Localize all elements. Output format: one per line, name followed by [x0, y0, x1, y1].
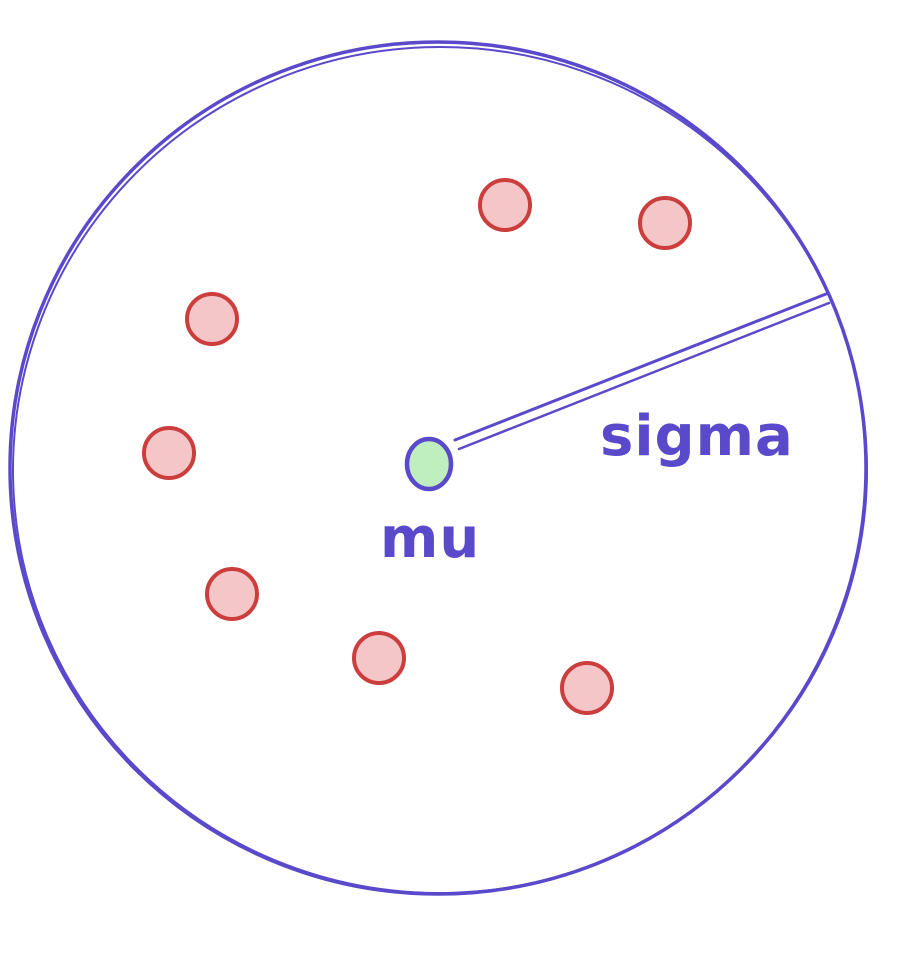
- sample-point-2: [638, 196, 692, 250]
- radius-line-a: [453, 292, 828, 442]
- sample-point-1: [478, 178, 532, 232]
- sample-points: [142, 178, 692, 715]
- sigma-label: sigma: [600, 404, 794, 469]
- boundary-circle-stroke-b: [12, 45, 868, 895]
- mu-center-point: [404, 436, 454, 492]
- sample-point-3: [185, 292, 239, 346]
- mu-label: mu: [380, 506, 480, 571]
- sample-point-7: [560, 661, 614, 715]
- radius-line-b: [457, 301, 831, 451]
- sample-point-4: [142, 426, 196, 480]
- sigma-radius-line: [453, 292, 831, 451]
- sample-point-5: [205, 567, 259, 621]
- sample-point-6: [352, 631, 406, 685]
- distribution-boundary: [8, 40, 868, 896]
